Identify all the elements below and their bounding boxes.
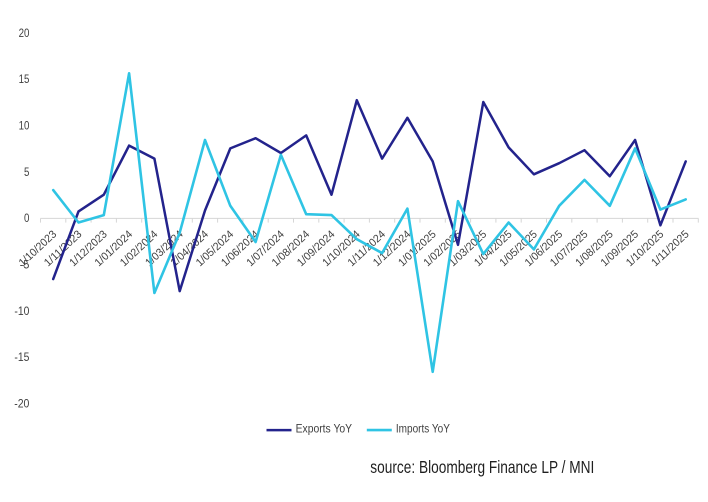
svg-text:source: Bloomberg Finance LP /: source: Bloomberg Finance LP / MNI bbox=[370, 457, 594, 477]
svg-text:5: 5 bbox=[24, 166, 29, 179]
svg-text:-5: -5 bbox=[20, 259, 30, 272]
svg-text:15: 15 bbox=[19, 73, 30, 86]
svg-text:-15: -15 bbox=[14, 351, 29, 364]
svg-text:-10: -10 bbox=[14, 305, 29, 318]
svg-text:-20: -20 bbox=[14, 398, 29, 411]
svg-text:Exports YoY: Exports YoY bbox=[296, 422, 353, 436]
svg-text:Imports YoY: Imports YoY bbox=[396, 422, 450, 436]
svg-text:20: 20 bbox=[19, 27, 30, 40]
svg-text:0: 0 bbox=[24, 212, 29, 225]
svg-text:10: 10 bbox=[19, 120, 30, 133]
